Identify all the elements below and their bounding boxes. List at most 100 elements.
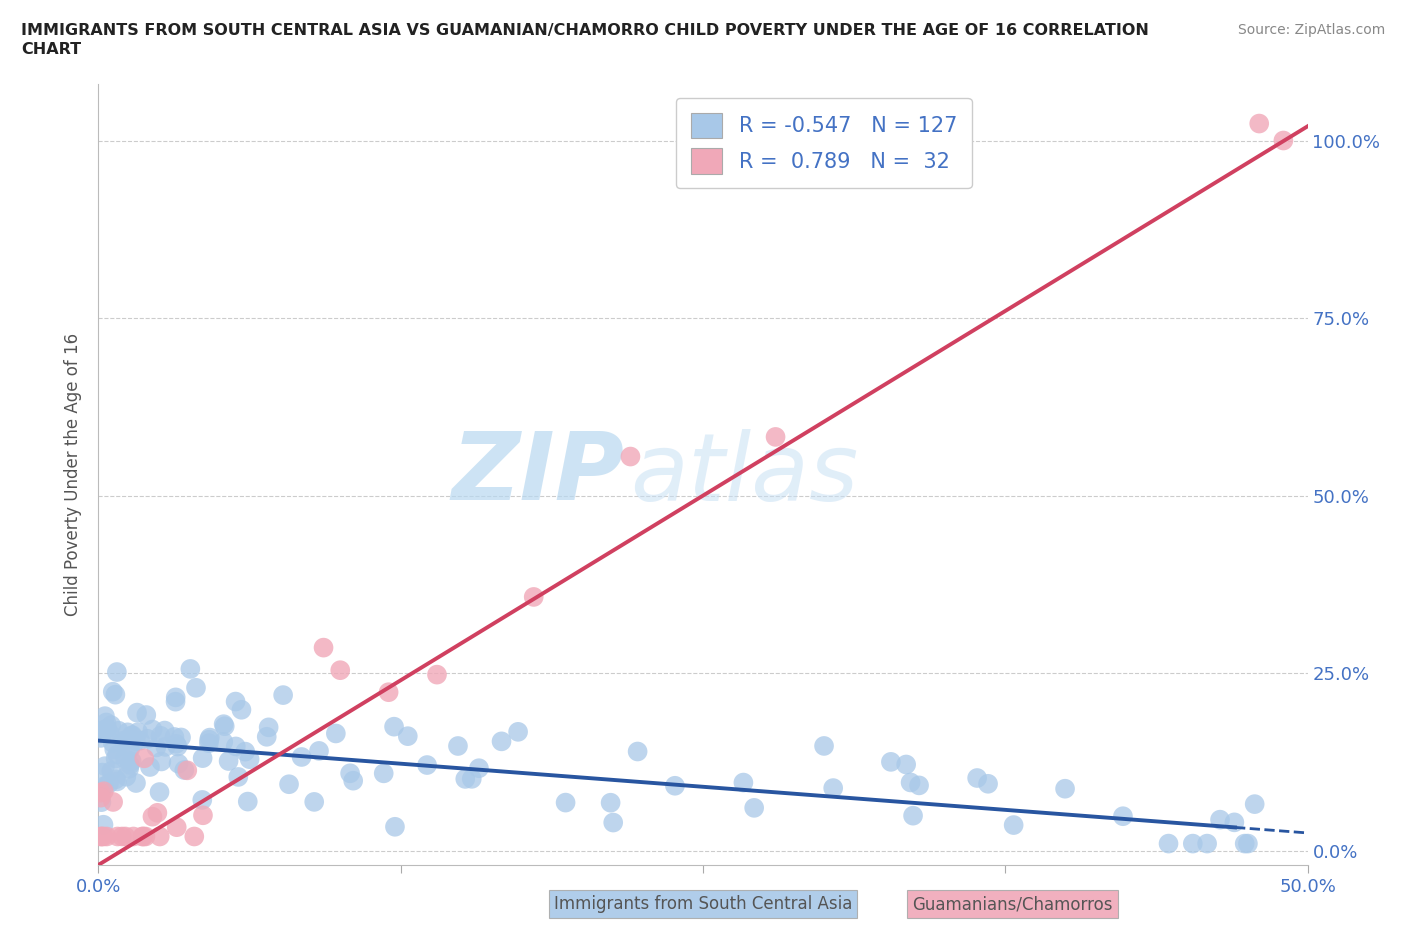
Point: [908, 777, 931, 792]
Point: [1233, 836, 1256, 851]
Point: [894, 757, 917, 772]
Point: [90, 795, 112, 810]
Point: [312, 640, 335, 655]
Point: [626, 744, 648, 759]
Point: [742, 801, 765, 816]
Point: [166, 739, 188, 754]
Point: [104, 751, 127, 766]
Y-axis label: Child Poverty Under the Age of 16: Child Poverty Under the Age of 16: [65, 333, 83, 616]
Point: [98, 725, 121, 740]
Point: [416, 758, 439, 773]
Point: [239, 751, 262, 766]
Point: [125, 705, 148, 720]
Point: [880, 754, 903, 769]
Point: [149, 728, 172, 743]
Point: [225, 694, 247, 709]
Point: [170, 730, 193, 745]
Point: [212, 735, 235, 750]
Point: [966, 771, 988, 786]
Point: [1209, 812, 1232, 827]
Point: [901, 808, 924, 823]
Point: [1157, 836, 1180, 851]
Point: [823, 780, 845, 795]
Point: [212, 717, 235, 732]
Point: [91, 725, 114, 740]
Point: [225, 739, 247, 754]
Point: [382, 719, 405, 734]
Point: [94, 759, 117, 774]
Point: [1197, 836, 1219, 851]
Text: ZIP: ZIP: [451, 429, 624, 520]
Point: [167, 756, 190, 771]
Point: [93, 784, 115, 799]
Point: [136, 731, 159, 746]
Point: [339, 765, 361, 780]
Point: [96, 715, 118, 730]
Point: [977, 777, 1000, 791]
Point: [134, 751, 156, 765]
Point: [257, 720, 280, 735]
Point: [91, 765, 114, 780]
Point: [236, 794, 259, 809]
Point: [117, 732, 139, 747]
Point: [813, 738, 835, 753]
Point: [198, 736, 221, 751]
Point: [173, 763, 195, 777]
Point: [93, 829, 115, 844]
Point: [373, 766, 395, 781]
Point: [191, 751, 214, 765]
Point: [233, 744, 256, 759]
Point: [176, 763, 198, 777]
Point: [104, 772, 127, 787]
Point: [141, 723, 163, 737]
Point: [111, 829, 134, 844]
Point: [96, 829, 118, 844]
Point: [129, 733, 152, 748]
Point: [90, 726, 112, 741]
Point: [1237, 836, 1260, 851]
Point: [112, 733, 135, 748]
Point: [165, 737, 187, 751]
Point: [454, 772, 477, 787]
Point: [155, 739, 177, 754]
Point: [619, 449, 641, 464]
Point: [166, 819, 188, 834]
Text: CHART: CHART: [21, 42, 82, 57]
Point: [226, 769, 249, 784]
Point: [198, 730, 221, 745]
Point: [191, 808, 214, 823]
Text: Guamanians/Chamorros: Guamanians/Chamorros: [912, 896, 1112, 913]
Point: [105, 665, 128, 680]
Point: [100, 764, 122, 778]
Point: [105, 747, 128, 762]
Point: [1054, 781, 1077, 796]
Point: [107, 829, 129, 844]
Point: [900, 775, 922, 790]
Point: [733, 775, 755, 790]
Text: Source: ZipAtlas.com: Source: ZipAtlas.com: [1237, 23, 1385, 37]
Point: [114, 829, 136, 844]
Point: [153, 724, 176, 738]
Point: [135, 708, 157, 723]
Point: [132, 829, 155, 844]
Point: [90, 730, 112, 745]
Point: [396, 729, 419, 744]
Point: [1223, 815, 1246, 830]
Point: [291, 750, 314, 764]
Point: [148, 785, 170, 800]
Point: [191, 792, 214, 807]
Point: [602, 815, 624, 830]
Point: [599, 795, 621, 810]
Point: [101, 736, 124, 751]
Text: IMMIGRANTS FROM SOUTH CENTRAL ASIA VS GUAMANIAN/CHAMORRO CHILD POVERTY UNDER THE: IMMIGRANTS FROM SOUTH CENTRAL ASIA VS GU…: [21, 23, 1149, 38]
Point: [127, 724, 149, 739]
Point: [384, 819, 406, 834]
Text: atlas: atlas: [630, 429, 859, 520]
Point: [118, 762, 141, 777]
Point: [122, 829, 145, 844]
Point: [118, 740, 141, 755]
Point: [256, 729, 278, 744]
Point: [104, 687, 127, 702]
Point: [342, 773, 364, 788]
Point: [1243, 797, 1265, 812]
